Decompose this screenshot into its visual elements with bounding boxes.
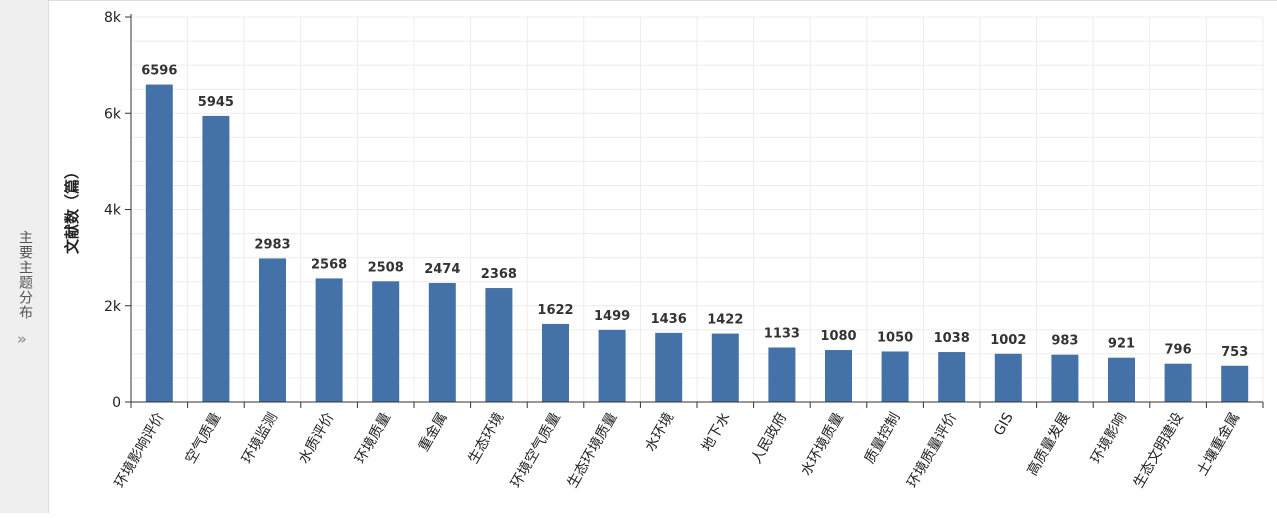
x-tick-label: 空气质量 [183, 410, 225, 466]
x-tick-label: 水环境质量 [798, 410, 847, 479]
bar-value-label: 753 [1221, 345, 1248, 360]
bar-value-label: 983 [1051, 334, 1078, 349]
x-tick-label: 环境影响评价 [112, 410, 168, 491]
bar [372, 281, 400, 402]
bar [1164, 363, 1192, 402]
bar-value-label: 1038 [934, 331, 970, 346]
bar [1108, 357, 1135, 402]
bar [881, 351, 909, 402]
x-tick-label: 环境空气质量 [508, 410, 564, 491]
x-tick-label: 环境质量评价 [904, 410, 960, 491]
bar [1051, 354, 1079, 402]
y-tick-label: 8k [104, 10, 122, 26]
bar-value-label: 1622 [537, 303, 573, 318]
x-tick-label: 环境影响 [1088, 410, 1130, 466]
side-panel-label: 主要主题分布 [17, 230, 33, 320]
y-tick-label: 4k [104, 203, 122, 219]
y-tick-label: 2k [104, 299, 122, 315]
chart-area: 0 2k 4k 6k 8k 环境影响评价 空气质量 环境监测 水质评价 环境质量 重金属 生态环境 环境… [49, 0, 1277, 513]
x-tick-label: GIS [991, 410, 1017, 439]
bar-value-label: 2508 [368, 260, 404, 275]
x-tick-label: 水环境 [642, 410, 677, 454]
side-panel-tab[interactable]: 主要主题分布 » [0, 0, 49, 513]
bars-layer [145, 84, 1249, 402]
bar-value-label: 5945 [198, 95, 234, 110]
x-tick-label: 生态环境质量 [565, 410, 621, 491]
grid-layer [131, 16, 1264, 402]
x-tick-label: 地下水 [699, 410, 734, 454]
bar [938, 352, 966, 402]
x-tick-label: 土壤重金属 [1193, 410, 1243, 479]
x-tick-label: 环境质量 [352, 410, 394, 466]
bar-value-label: 796 [1165, 343, 1192, 358]
bar [485, 288, 513, 402]
bar [994, 353, 1022, 402]
bar [315, 278, 343, 402]
x-tick-label: 环境监测 [239, 410, 281, 466]
bar-value-label: 921 [1108, 337, 1135, 352]
labels-layer: 6596 5945 2983 2568 2508 2474 2368 1622 1499 1436… [141, 64, 1248, 360]
bar [598, 329, 626, 402]
bar [428, 282, 456, 402]
bar [1221, 365, 1249, 402]
x-tick-label: 生态环境 [466, 410, 508, 466]
x-tick-label: 重金属 [416, 410, 451, 454]
bar-value-label: 2568 [311, 257, 347, 272]
bar-value-label: 6596 [141, 64, 177, 79]
bar [259, 258, 286, 402]
bar-value-label: 1436 [651, 312, 687, 327]
y-tick-label: 0 [112, 395, 121, 411]
y-axis-label: 文献数（篇） [63, 164, 81, 254]
bar-value-label: 1422 [707, 313, 743, 328]
x-tick-label: 水质评价 [296, 410, 338, 466]
bar [655, 332, 683, 402]
bar [145, 84, 173, 402]
bar-value-label: 1133 [764, 326, 800, 341]
x-tick-label: 高质量发展 [1024, 410, 1074, 479]
bar [202, 115, 230, 402]
x-tick-label: 生态文明建设 [1131, 410, 1187, 491]
bar-value-label: 1499 [594, 309, 630, 324]
bar [768, 347, 796, 402]
bar-value-label: 1002 [990, 333, 1026, 348]
bar [711, 333, 739, 402]
bar-value-label: 1050 [877, 330, 913, 345]
x-tick-label: 人民政府 [749, 410, 791, 466]
x-tick-label: 质量控制 [862, 410, 904, 466]
bar [542, 323, 569, 402]
bar-value-label: 2474 [424, 262, 460, 277]
bar-value-label: 2368 [481, 267, 517, 282]
bar-value-label: 2983 [254, 237, 290, 252]
bar-value-label: 1080 [820, 329, 856, 344]
bar [825, 350, 852, 402]
y-tick-label: 6k [104, 106, 122, 122]
double-chevron-right-icon[interactable]: » [17, 330, 27, 348]
